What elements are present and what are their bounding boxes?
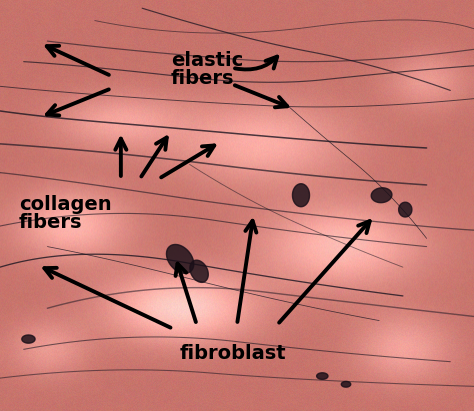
Polygon shape <box>371 188 392 203</box>
Text: elastic
fibers: elastic fibers <box>171 51 243 88</box>
Polygon shape <box>399 202 412 217</box>
Polygon shape <box>292 184 310 207</box>
Polygon shape <box>341 381 351 387</box>
Polygon shape <box>166 245 194 273</box>
Polygon shape <box>317 373 328 379</box>
Polygon shape <box>190 260 208 282</box>
Text: collagen
fibers: collagen fibers <box>19 195 111 232</box>
Text: fibroblast: fibroblast <box>180 344 287 363</box>
Polygon shape <box>22 335 35 343</box>
